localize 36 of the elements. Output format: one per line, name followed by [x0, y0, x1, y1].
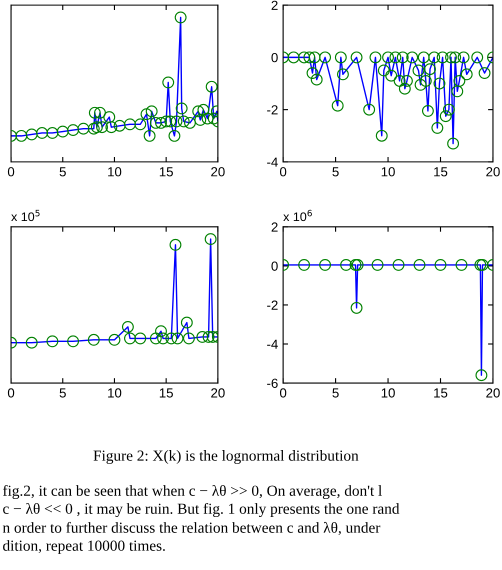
x-tick-label: 15 — [160, 167, 173, 176]
y-tick-label: 0 — [271, 52, 278, 62]
y-tick-label: 2 — [272, 0, 278, 10]
x-tick-label: 20 — [211, 388, 225, 398]
y-tick-label: -2 — [267, 300, 278, 310]
y-tick-label: 2 — [272, 222, 278, 232]
text: dition, repeat 10000 times. — [3, 540, 165, 554]
y-tick-label: -4 — [267, 340, 278, 349]
x-tick-label: 15 — [160, 388, 173, 398]
y-tick-label: -6 — [267, 378, 278, 388]
y-tick-label: 0 — [271, 261, 278, 271]
y-tick-label: -4 — [267, 158, 278, 167]
x-tick-label: 0 — [280, 388, 286, 398]
y-tick-label: -2 — [267, 105, 278, 114]
text: x 10$^{6}$ — [283, 210, 312, 222]
text: c − λθ << 0 , it may be ruin. But fig. 1 only presents the one rand — [3, 502, 400, 518]
text: n order to further discuss the relation between c and λθ, under — [2, 522, 380, 536]
caption: fig.2, it can be seen that when c − λθ >> 0, On average, don't l — [2, 484, 382, 500]
x-tick-label: 5 — [332, 388, 339, 398]
x-tick-label: 15 — [434, 167, 448, 176]
x-tick-label: 20 — [211, 167, 225, 176]
x-tick-label: 0 — [8, 167, 14, 176]
x-tick-label: 10 — [108, 388, 122, 398]
x-tick-label: 5 — [60, 388, 66, 398]
x-tick-label: 5 — [60, 167, 66, 176]
x-tick-label: 20 — [486, 388, 500, 398]
x-tick-label: 0 — [8, 388, 14, 398]
caption: Figure 2: X(k) is the lognormal distribution — [94, 450, 358, 464]
x-tick-label: 15 — [434, 388, 448, 398]
x-tick-label: 10 — [108, 167, 122, 176]
x-tick-label: 10 — [382, 167, 395, 176]
x-tick-label: 5 — [332, 167, 339, 176]
x-tick-label: 20 — [486, 167, 500, 176]
text: x 10$^{5}$ — [11, 210, 40, 222]
x-tick-label: 10 — [382, 388, 395, 398]
x-tick-label: 0 — [280, 167, 286, 176]
